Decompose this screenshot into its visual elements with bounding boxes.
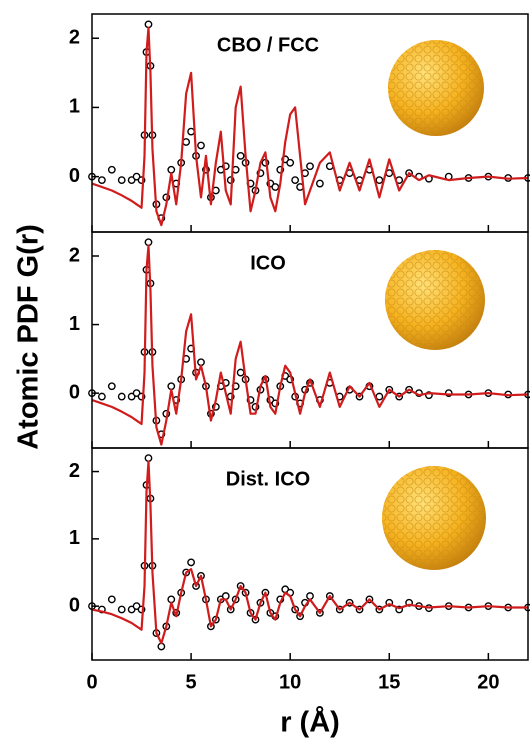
data-point xyxy=(271,183,280,191)
y-tick-label: 0 xyxy=(69,594,80,616)
data-point xyxy=(157,642,166,651)
data-point xyxy=(236,368,245,377)
y-tick-label: 1 xyxy=(69,313,80,335)
data-point xyxy=(117,605,126,614)
panel-frame xyxy=(91,447,529,661)
data-point xyxy=(107,382,116,391)
data-point xyxy=(144,454,153,462)
particle-texture xyxy=(382,466,486,570)
data-point xyxy=(375,176,384,184)
model-line xyxy=(91,26,529,227)
data-point xyxy=(221,592,230,600)
model-line xyxy=(91,244,529,446)
data-point xyxy=(117,392,126,401)
data-point xyxy=(306,592,314,600)
y-tick-label: 1 xyxy=(69,527,80,549)
y-tick-label: 2 xyxy=(69,244,80,266)
data-point xyxy=(144,20,153,29)
x-tick-label: 10 xyxy=(279,671,301,693)
data-point xyxy=(98,176,106,184)
x-axis-label: r (Å) xyxy=(280,706,340,739)
data-point xyxy=(167,165,176,174)
data-point xyxy=(107,165,116,174)
y-axis-label: Atomic PDF G(r) xyxy=(13,224,45,450)
data-point xyxy=(236,151,245,160)
data-point xyxy=(197,358,205,367)
data-point xyxy=(306,162,314,171)
y-tick-label: 1 xyxy=(69,96,80,118)
x-tick-label: 15 xyxy=(378,671,400,693)
nanoparticle-images xyxy=(382,40,486,570)
panel-label: Dist. ICO xyxy=(226,468,310,490)
y-tick-label: 0 xyxy=(69,165,80,187)
x-tick-label: 0 xyxy=(86,671,97,693)
data-point xyxy=(167,595,176,604)
x-tick-label: 20 xyxy=(477,671,499,693)
data-point xyxy=(117,176,126,184)
y-tick-label: 2 xyxy=(69,27,80,49)
data-point xyxy=(98,392,106,401)
panel-label: CBO / FCC xyxy=(217,34,319,56)
y-tick-label: 0 xyxy=(69,381,80,403)
y-tick-label: 2 xyxy=(69,460,80,482)
data-point xyxy=(187,558,195,567)
x-tick-label: 5 xyxy=(186,671,197,693)
data-point xyxy=(167,382,176,391)
data-point xyxy=(197,141,205,150)
data-point xyxy=(316,179,324,188)
model-line xyxy=(91,460,528,645)
data-point xyxy=(107,595,116,604)
data-point xyxy=(286,158,295,167)
panel-label: ICO xyxy=(250,252,286,274)
particle-texture xyxy=(388,40,484,136)
particle-texture xyxy=(385,250,485,350)
data-point xyxy=(291,176,300,184)
data-point xyxy=(144,238,153,247)
data-point xyxy=(187,127,195,136)
